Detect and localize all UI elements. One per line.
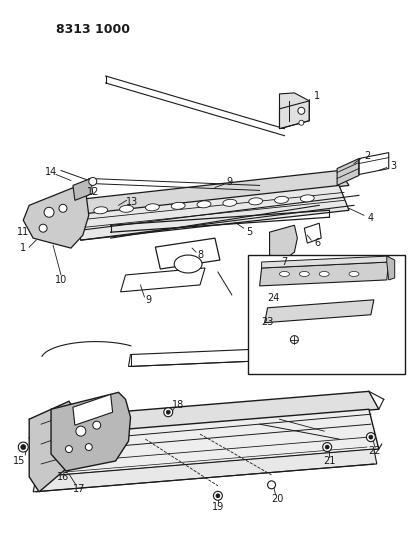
Polygon shape <box>279 93 308 129</box>
Text: 10: 10 <box>55 275 67 285</box>
Text: 2: 2 <box>363 151 369 160</box>
Text: 4: 4 <box>367 213 373 223</box>
Polygon shape <box>23 185 89 248</box>
Text: 5: 5 <box>246 227 252 237</box>
Ellipse shape <box>213 491 222 500</box>
Polygon shape <box>29 391 378 437</box>
Ellipse shape <box>119 205 133 212</box>
Ellipse shape <box>319 271 328 277</box>
Ellipse shape <box>322 442 331 451</box>
Polygon shape <box>336 158 358 185</box>
Polygon shape <box>259 262 388 286</box>
Ellipse shape <box>300 195 313 202</box>
Ellipse shape <box>348 271 358 277</box>
Ellipse shape <box>290 336 298 344</box>
Ellipse shape <box>299 271 308 277</box>
Text: 6: 6 <box>313 238 319 248</box>
Polygon shape <box>33 449 376 492</box>
Text: 19: 19 <box>211 502 223 512</box>
Ellipse shape <box>85 443 92 450</box>
Ellipse shape <box>174 255 202 273</box>
Text: 3: 3 <box>390 160 396 171</box>
Ellipse shape <box>297 107 304 114</box>
Text: 14: 14 <box>45 167 57 177</box>
Text: 18: 18 <box>172 400 184 410</box>
Text: 7: 7 <box>281 257 287 267</box>
Polygon shape <box>261 256 388 268</box>
Ellipse shape <box>279 271 289 277</box>
Ellipse shape <box>18 442 28 452</box>
Ellipse shape <box>298 120 303 125</box>
Text: 13: 13 <box>126 197 138 207</box>
Polygon shape <box>51 392 130 471</box>
Polygon shape <box>73 394 112 425</box>
Text: 12: 12 <box>86 188 99 197</box>
Text: 16: 16 <box>57 472 69 482</box>
Polygon shape <box>264 300 373 322</box>
Ellipse shape <box>21 445 26 449</box>
Ellipse shape <box>94 207 108 214</box>
Polygon shape <box>269 225 297 260</box>
Ellipse shape <box>216 494 219 498</box>
Ellipse shape <box>59 204 67 212</box>
Ellipse shape <box>171 203 185 209</box>
Ellipse shape <box>197 201 211 208</box>
Text: 21: 21 <box>322 456 335 466</box>
Text: 1: 1 <box>20 243 26 253</box>
Text: 8313 1000: 8313 1000 <box>56 23 130 36</box>
Text: 24: 24 <box>267 293 279 303</box>
Polygon shape <box>71 171 348 215</box>
Polygon shape <box>71 185 348 240</box>
Text: 22: 22 <box>368 446 380 456</box>
Text: 1: 1 <box>313 91 319 101</box>
Ellipse shape <box>166 410 170 414</box>
Text: 9: 9 <box>226 177 232 188</box>
Ellipse shape <box>248 198 262 205</box>
Text: 11: 11 <box>17 227 29 237</box>
Polygon shape <box>29 401 76 492</box>
Polygon shape <box>29 409 378 477</box>
Ellipse shape <box>65 446 72 453</box>
Ellipse shape <box>92 421 101 429</box>
Ellipse shape <box>163 408 172 417</box>
Bar <box>247 255 404 375</box>
Ellipse shape <box>222 199 236 206</box>
Ellipse shape <box>44 207 54 217</box>
Ellipse shape <box>368 435 372 439</box>
Ellipse shape <box>366 433 374 441</box>
Text: 20: 20 <box>271 494 283 504</box>
Text: 9: 9 <box>145 295 151 305</box>
Polygon shape <box>386 256 394 280</box>
Ellipse shape <box>274 196 288 204</box>
Ellipse shape <box>39 224 47 232</box>
Ellipse shape <box>145 204 159 211</box>
Ellipse shape <box>76 426 85 436</box>
Text: 17: 17 <box>72 484 85 494</box>
Ellipse shape <box>324 445 328 449</box>
Text: 15: 15 <box>13 456 25 466</box>
Ellipse shape <box>267 481 275 489</box>
Text: 8: 8 <box>196 250 202 260</box>
Ellipse shape <box>89 177 97 185</box>
Text: 23: 23 <box>261 317 273 327</box>
Polygon shape <box>73 179 92 200</box>
